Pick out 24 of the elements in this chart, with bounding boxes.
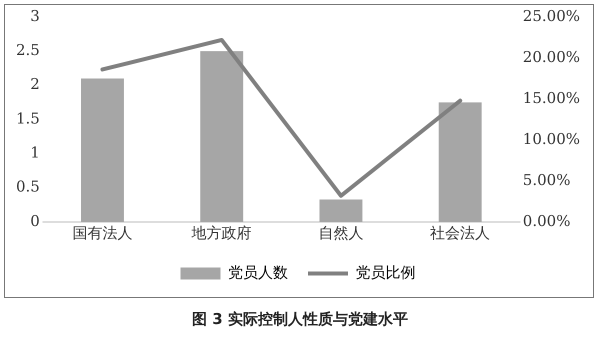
y-tick-label: 3 [30, 6, 40, 25]
legend-label: 党员人数 [228, 263, 288, 282]
y2-tick-label: 20.00% [522, 48, 580, 66]
y-tick-label: 2.5 [16, 41, 40, 60]
y2-tick-label: 15.00% [522, 88, 580, 107]
bar [81, 78, 124, 222]
y-tick-label: 1.5 [16, 109, 40, 128]
text: 图 3 实际控制人性质与党建水平 [191, 310, 409, 329]
bar [319, 199, 362, 222]
x-tick-label: 社会法人 [430, 224, 490, 242]
x-tick-label: 自然人 [318, 224, 364, 242]
bar [438, 102, 482, 222]
y-tick-label: 0 [30, 212, 40, 230]
y-tick-label: 0.5 [16, 178, 40, 196]
y-tick-label: 1 [30, 144, 40, 162]
y2-tick-label: 0.00% [522, 212, 570, 230]
y2-tick-label: 10.00% [522, 130, 580, 148]
y2-tick-label: 5.00% [522, 170, 570, 189]
y-tick-label: 2 [30, 75, 40, 94]
x-tick-label: 国有法人 [72, 224, 132, 242]
y2-tick-label: 25.00% [522, 6, 580, 25]
bar [200, 51, 244, 222]
x-tick-label: 地方政府 [190, 224, 252, 242]
legend-label: 党员比例 [356, 263, 416, 282]
